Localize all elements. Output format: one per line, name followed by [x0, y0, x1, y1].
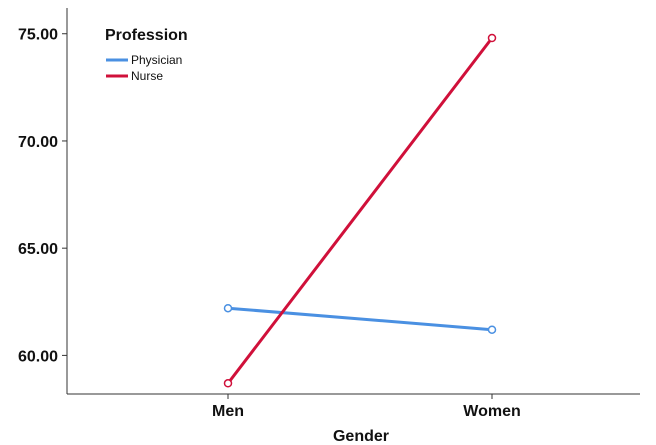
series-line-nurse — [226, 36, 494, 385]
x-axis-title: Gender — [333, 428, 389, 445]
x-tick-label: Women — [463, 403, 520, 420]
legend-items: Physician Nurse — [106, 53, 182, 83]
data-point-nurse — [487, 33, 497, 43]
data-point-physician — [223, 303, 233, 313]
data-point-nurse — [223, 379, 233, 388]
legend: Profession Physician Nurse — [105, 27, 188, 83]
data-point-physician — [487, 325, 497, 334]
legend-label-nurse: Nurse — [131, 69, 163, 83]
series-line-physician — [226, 306, 494, 332]
y-tick-labels: 60.00 65.00 70.00 75.00 — [18, 27, 67, 365]
axes — [66, 8, 640, 395]
y-tick-label: 70.00 — [18, 134, 58, 151]
legend-label-physician: Physician — [131, 53, 182, 67]
x-tick-label: Men — [212, 403, 244, 420]
series-layer — [223, 33, 497, 388]
y-tick-label: 75.00 — [18, 27, 58, 44]
legend-title: Profession — [105, 27, 188, 44]
x-tick-labels: Men Women — [212, 394, 521, 420]
y-tick-label: 65.00 — [18, 241, 58, 258]
y-tick-label: 60.00 — [18, 348, 58, 365]
